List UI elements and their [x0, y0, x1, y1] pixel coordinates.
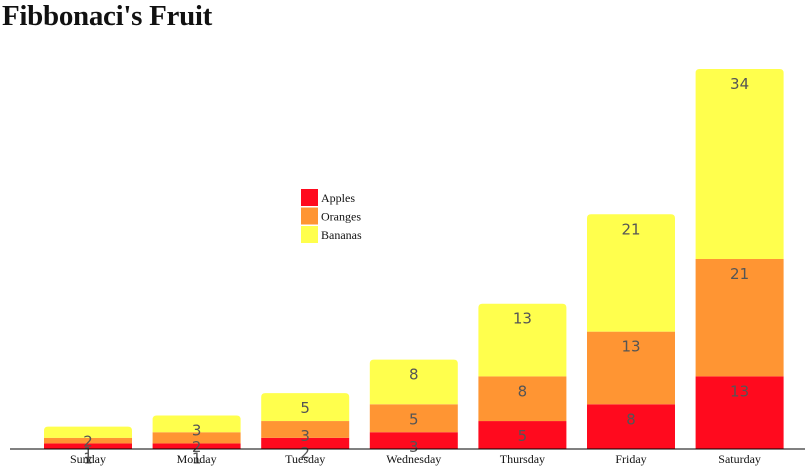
bar-oranges-friday	[587, 331, 675, 405]
bar-oranges-wednesday	[369, 404, 458, 433]
bar-apples-monday	[152, 443, 241, 449]
x-tick-label-thursday: Thursday	[500, 452, 545, 466]
bar-bananas-friday	[587, 214, 675, 332]
bar-bananas-tuesday	[261, 393, 350, 422]
value-label-bananas-friday: 21	[621, 220, 640, 238]
bar-bananas-monday	[152, 415, 241, 433]
bar-oranges-tuesday	[261, 421, 350, 438]
bar-bananas-thursday	[478, 303, 567, 377]
legend-swatch-bananas	[301, 226, 318, 243]
value-label-oranges-monday: 2	[192, 438, 202, 456]
chart-title: Fibbonaci's Fruit	[2, 0, 213, 32]
value-label-oranges-saturday: 21	[730, 265, 749, 283]
value-label-apples-sunday: 1	[83, 449, 93, 467]
x-tick-label-monday: Monday	[177, 452, 217, 466]
x-tick-labels-layer: Sunday Monday Tuesday Wednesday Thursday Frid…	[70, 452, 761, 466]
x-tick-label-saturday: Saturday	[718, 452, 761, 466]
bar-apples-friday	[587, 404, 675, 449]
bar-apples-sunday	[44, 443, 132, 449]
value-label-bananas-saturday: 34	[730, 75, 749, 93]
bar-apples-saturday	[695, 376, 784, 449]
bar-oranges-saturday	[695, 259, 784, 377]
bar-bananas-saturday	[695, 69, 784, 259]
x-tick-label-friday: Friday	[615, 452, 646, 466]
value-label-apples-saturday: 13	[730, 382, 749, 400]
value-label-oranges-tuesday: 3	[300, 427, 310, 445]
bar-apples-tuesday	[261, 437, 350, 449]
legend-label-apples: Apples	[321, 191, 355, 205]
bar-bananas-sunday	[44, 426, 132, 438]
x-tick-label-sunday: Sunday	[70, 452, 106, 466]
value-label-apples-friday: 8	[626, 410, 636, 428]
legend-label-bananas: Bananas	[321, 228, 362, 242]
value-label-apples-wednesday: 3	[409, 438, 419, 456]
bar-apples-thursday	[478, 421, 567, 449]
value-label-bananas-thursday: 13	[513, 310, 532, 328]
value-label-oranges-thursday: 8	[518, 382, 528, 400]
bar-oranges-sunday	[44, 437, 132, 444]
bar-oranges-monday	[152, 432, 241, 444]
legend-swatch-oranges	[301, 207, 318, 225]
value-label-apples-thursday: 5	[518, 427, 528, 445]
legend-label-oranges: Oranges	[321, 210, 361, 224]
bar-oranges-thursday	[478, 376, 567, 422]
legend-swatch-apples	[301, 189, 318, 206]
value-label-apples-tuesday: 2	[300, 444, 310, 462]
legend: Apples Oranges Bananas	[301, 189, 362, 243]
value-label-oranges-sunday: 1	[83, 444, 93, 462]
value-label-bananas-monday: 3	[192, 421, 202, 439]
value-label-bananas-tuesday: 5	[300, 399, 310, 417]
bar-bananas-wednesday	[369, 359, 458, 405]
value-label-oranges-wednesday: 5	[409, 410, 419, 428]
x-tick-label-wednesday: Wednesday	[386, 452, 441, 466]
bars-layer	[44, 69, 784, 449]
bar-apples-wednesday	[369, 432, 458, 449]
value-label-oranges-friday: 13	[621, 338, 640, 356]
value-label-apples-monday: 1	[192, 449, 202, 467]
x-tick-label-tuesday: Tuesday	[285, 452, 325, 466]
value-label-bananas-wednesday: 8	[409, 366, 419, 384]
value-label-bananas-sunday: 2	[83, 433, 93, 451]
